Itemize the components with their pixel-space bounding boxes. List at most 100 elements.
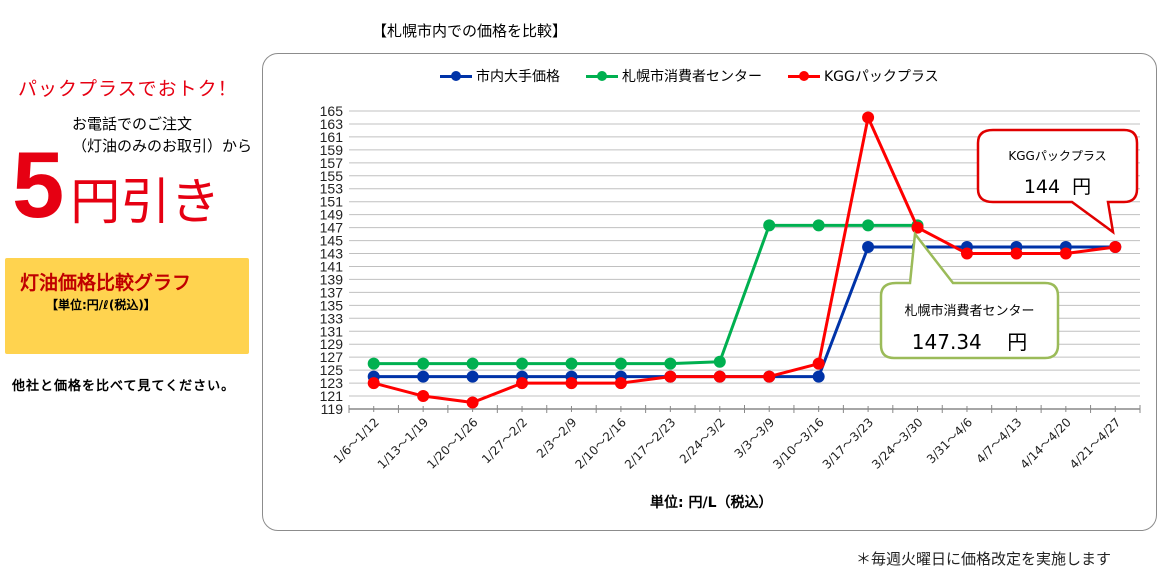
- data-point: [713, 355, 726, 368]
- footnote: ＊毎週火曜日に価格改定を実施します: [856, 550, 1112, 568]
- x-tick-label: 3/10～3/16: [770, 415, 827, 472]
- callout-kgg-bubble: [976, 128, 1139, 235]
- x-tick-label: 3/31～4/6: [924, 415, 975, 466]
- y-tick-label: 163: [320, 116, 344, 132]
- series-line-1: [373, 223, 918, 366]
- data-point: [614, 377, 627, 390]
- y-tick-label: 121: [320, 388, 344, 404]
- graph-unit: 【単位:円/ℓ(税込)】: [46, 298, 156, 312]
- data-point: [812, 219, 825, 232]
- x-tick-label: 1/6～1/12: [331, 415, 382, 466]
- callout-kgg-value: 144 円: [980, 172, 1135, 199]
- x-tick-label: 4/21～4/27: [1067, 415, 1124, 472]
- data-point: [812, 357, 825, 370]
- data-point: [862, 111, 875, 124]
- data-point: [1059, 247, 1072, 260]
- data-point: [664, 370, 677, 383]
- discount-number: 5: [12, 132, 65, 237]
- legend-marker-icon: [440, 70, 472, 81]
- compare-text: 他社と価格を比べて見てください。: [12, 379, 236, 394]
- callout-center-number: 147.34: [911, 330, 982, 354]
- y-tick-label: 165: [320, 103, 344, 119]
- graph-label-box: [5, 258, 249, 354]
- data-point: [1010, 247, 1023, 260]
- data-point: [960, 247, 973, 260]
- legend-item-consumer-center: 札幌市消費者センター: [586, 66, 762, 86]
- callout-center-label: 札幌市消費者センター: [904, 304, 1035, 319]
- phone-order-text: お電話でのご注文: [72, 115, 193, 133]
- legend-item-major: 市内大手価格: [440, 66, 560, 86]
- x-tick-label: 3/17～3/23: [820, 415, 877, 472]
- x-tick-label: 1/20～1/26: [424, 415, 481, 472]
- y-tick-label: 149: [320, 207, 344, 223]
- x-tick-label: 2/10～2/16: [573, 415, 630, 472]
- graph-title: 灯油価格比較グラフ: [20, 272, 192, 294]
- data-point: [614, 357, 627, 370]
- data-point: [862, 241, 875, 254]
- discount-text: 円引き: [70, 173, 221, 231]
- data-point: [466, 357, 479, 370]
- y-tick-label: 159: [320, 142, 344, 158]
- data-point: [664, 357, 677, 370]
- x-tick-label: 2/17～2/23: [622, 415, 679, 472]
- promo-headline: パックプラスでおトク！: [18, 78, 238, 100]
- data-point: [516, 377, 529, 390]
- legend-label: KGGパックプラス: [824, 69, 939, 85]
- chart-frame: [262, 53, 1157, 531]
- x-tick-label: 4/14～4/20: [1017, 415, 1074, 472]
- x-tick-label: 1/27～2/2: [479, 415, 530, 466]
- y-tick-label: 157: [320, 155, 344, 171]
- discount-banner: 5 円引き: [12, 138, 220, 232]
- data-point: [763, 370, 776, 383]
- data-point: [565, 357, 578, 370]
- data-point: [713, 370, 726, 383]
- data-point: [417, 370, 430, 383]
- data-point: [812, 370, 825, 383]
- callout-center-unit: 円: [1007, 330, 1028, 354]
- y-tick-label: 137: [320, 284, 344, 300]
- y-tick-label: 125: [320, 362, 344, 378]
- legend-marker-icon: [788, 70, 820, 81]
- data-point: [516, 357, 529, 370]
- data-point: [911, 221, 924, 234]
- x-tick-label: 3/3～3/9: [732, 415, 778, 461]
- x-tick-label: 2/3～2/9: [534, 415, 580, 461]
- x-tick-label: 2/24～3/2: [677, 415, 728, 466]
- y-tick-label: 135: [320, 297, 344, 313]
- y-tick-label: 123: [320, 375, 344, 391]
- data-point: [862, 219, 875, 232]
- x-tick-label: 4/7～4/13: [973, 415, 1024, 466]
- y-tick-label: 127: [320, 349, 344, 365]
- y-tick-label: 153: [320, 181, 344, 197]
- y-tick-label: 129: [320, 336, 344, 352]
- chart-title: 【札幌市内での価格を比較】: [372, 22, 568, 40]
- y-tick-label: 147: [320, 220, 344, 236]
- y-tick-label: 145: [320, 233, 344, 249]
- data-point: [417, 390, 430, 403]
- y-tick-label: 141: [320, 258, 344, 274]
- chart-legend: 市内大手価格 札幌市消費者センター KGGパックプラス: [440, 66, 939, 86]
- y-tick-label: 151: [320, 194, 344, 210]
- data-point: [763, 219, 776, 232]
- x-axis-title: 単位: 円/L（税込）: [650, 495, 773, 511]
- phone-order-condition: （灯油のみのお取引）から: [72, 137, 253, 155]
- callout-center-value: 147.34 円: [882, 326, 1057, 355]
- y-tick-label: 139: [320, 271, 344, 287]
- data-point: [367, 377, 380, 390]
- data-point: [466, 396, 479, 409]
- data-point: [1109, 241, 1122, 254]
- callout-kgg-number: 144: [1023, 176, 1061, 198]
- data-point: [417, 357, 430, 370]
- x-tick-label: 1/13～1/19: [375, 415, 432, 472]
- series-line-2: [373, 115, 1116, 405]
- y-tick-label: 143: [320, 246, 344, 262]
- legend-label: 市内大手価格: [476, 69, 560, 85]
- y-tick-label: 119: [321, 401, 344, 417]
- y-tick-label: 131: [320, 323, 344, 339]
- y-tick-label: 155: [320, 168, 344, 184]
- callout-center-bubble: [879, 230, 1060, 360]
- data-point: [367, 357, 380, 370]
- x-tick-label: 3/24～3/30: [869, 415, 926, 472]
- data-point: [565, 377, 578, 390]
